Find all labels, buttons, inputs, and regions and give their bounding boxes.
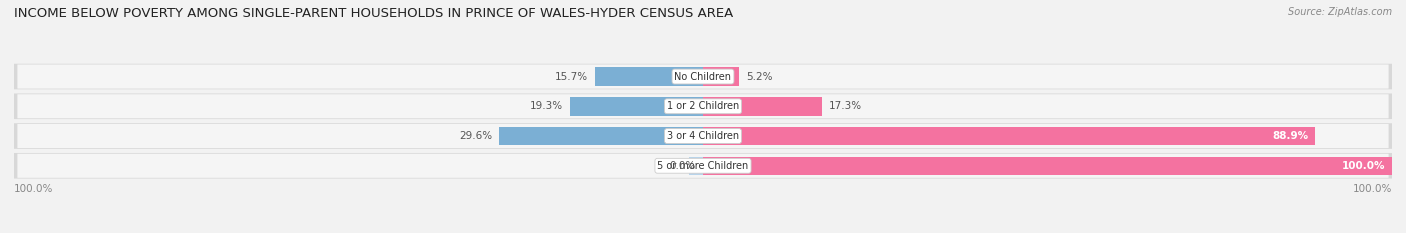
Bar <box>595 67 703 86</box>
Text: 19.3%: 19.3% <box>530 101 564 111</box>
Text: 29.6%: 29.6% <box>460 131 492 141</box>
Bar <box>689 157 703 175</box>
FancyBboxPatch shape <box>17 65 1389 89</box>
Text: 100.0%: 100.0% <box>1353 184 1392 194</box>
Bar <box>499 127 703 145</box>
Text: 5 or more Children: 5 or more Children <box>658 161 748 171</box>
Text: 5.2%: 5.2% <box>745 72 772 82</box>
Text: 100.0%: 100.0% <box>14 184 53 194</box>
FancyBboxPatch shape <box>14 123 1392 149</box>
FancyBboxPatch shape <box>17 94 1389 118</box>
Text: No Children: No Children <box>675 72 731 82</box>
FancyBboxPatch shape <box>14 64 1392 89</box>
Text: 0.0%: 0.0% <box>669 161 696 171</box>
FancyBboxPatch shape <box>14 93 1392 119</box>
Text: 88.9%: 88.9% <box>1272 131 1309 141</box>
FancyBboxPatch shape <box>14 153 1392 178</box>
Bar <box>703 157 1392 175</box>
Text: 3 or 4 Children: 3 or 4 Children <box>666 131 740 141</box>
Bar <box>703 127 1316 145</box>
Text: 17.3%: 17.3% <box>830 101 862 111</box>
Text: 100.0%: 100.0% <box>1341 161 1385 171</box>
Bar <box>569 97 703 116</box>
Bar <box>703 67 738 86</box>
Text: INCOME BELOW POVERTY AMONG SINGLE-PARENT HOUSEHOLDS IN PRINCE OF WALES-HYDER CEN: INCOME BELOW POVERTY AMONG SINGLE-PARENT… <box>14 7 734 20</box>
Text: Source: ZipAtlas.com: Source: ZipAtlas.com <box>1288 7 1392 17</box>
Bar <box>703 97 823 116</box>
FancyBboxPatch shape <box>17 154 1389 178</box>
Text: 1 or 2 Children: 1 or 2 Children <box>666 101 740 111</box>
FancyBboxPatch shape <box>17 124 1389 148</box>
Text: 15.7%: 15.7% <box>555 72 588 82</box>
